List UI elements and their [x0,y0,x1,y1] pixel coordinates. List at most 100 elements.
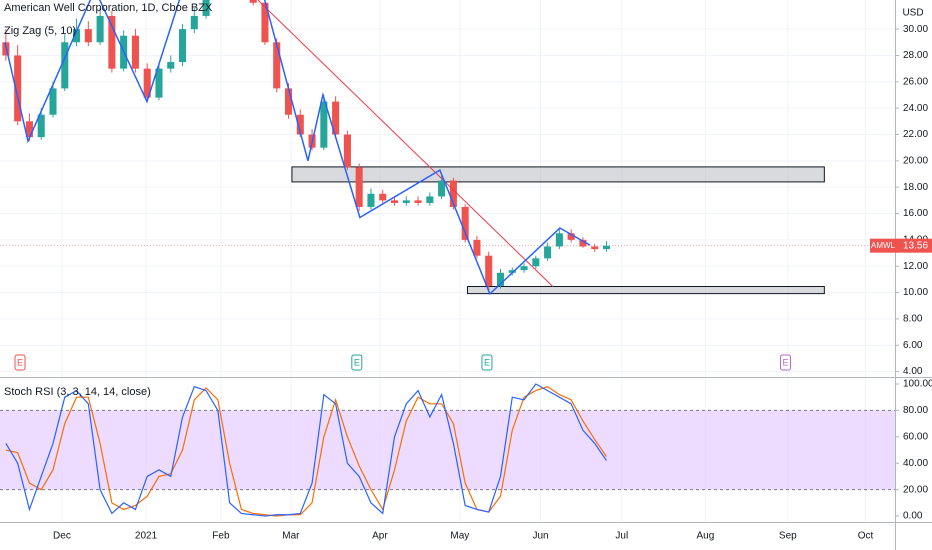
indicator-legend: Zig Zag (5, 10) [4,25,76,37]
y-tick-label: 10.00 [903,287,928,298]
candle-body [485,255,493,286]
candle-body [449,180,457,207]
candle-body [61,42,69,89]
earnings-marker [779,354,791,371]
y-tick-label: 12.00 [903,261,928,272]
candle-body [602,245,611,250]
candle-body [591,246,599,250]
candle-body [179,29,187,63]
candle-body [555,233,563,247]
candle-body [96,15,104,43]
price-label-box [896,238,932,253]
candle-body [167,62,175,69]
candle-body [131,35,139,69]
y-tick-label: 40.00 [903,458,928,469]
y-tick-label: 24.00 [903,103,928,114]
x-tick-label: Apr [372,531,388,542]
candle-body [84,29,92,43]
y-tick-label: 26.00 [903,76,928,87]
candle-body [49,88,57,115]
y-tick-label: 18.00 [903,182,928,193]
x-tick-label: May [450,531,469,542]
candle-body [496,272,505,286]
stoch-line [5,383,607,517]
axis-unit: USD [902,8,923,19]
earnings-label: E [354,357,360,367]
candle-body [355,167,363,207]
candle-body [320,101,328,148]
candle-body [367,193,375,207]
earnings-label: E [782,357,788,367]
symbol-label-box [870,238,897,253]
y-tick-label: 28.00 [903,50,928,61]
x-tick-label: 2021 [135,531,158,542]
x-tick-label: Aug [697,531,715,542]
y-tick-label: 4.00 [903,366,923,377]
candle-body [426,196,434,203]
x-tick-label: Feb [212,531,230,542]
x-tick-label: Dec [53,531,71,542]
y-tick-label: 30.00 [903,24,928,35]
candle-body [567,233,575,240]
zigzag-line [4,0,591,296]
indicator-legend: Stoch RSI (3, 3, 14, 14, close) [4,386,151,398]
candle-body [532,258,540,267]
earnings-label: E [484,357,490,367]
candle-body [37,114,45,138]
candle-body [544,246,552,259]
candle-body [579,239,587,247]
y-tick-label: 16.00 [903,208,928,219]
candle-body [508,270,516,273]
candle-body [379,193,387,201]
x-tick-label: Jul [615,531,628,542]
candle-body [108,15,116,69]
candle-body [473,239,481,256]
earnings-marker [14,354,26,371]
candle-body [190,15,198,30]
candle-body [332,101,340,135]
candle-body [14,55,22,122]
candle-body [402,200,410,203]
zone [467,286,825,295]
y-tick-label: 22.00 [903,129,928,140]
candle-body [143,68,151,98]
candle-body [273,42,281,89]
earnings-marker [351,354,363,371]
y-tick-label: 100.00 [903,379,932,390]
symbol-label: AMWL [871,241,896,250]
axes: 4.006.008.0010.0012.0014.0016.0018.0020.… [53,24,932,542]
stoch-pane [0,383,895,517]
y-tick-label: 6.00 [903,340,923,351]
x-tick-label: Oct [858,531,874,542]
candle-body [414,200,422,203]
earnings-marker [481,354,493,371]
y-tick-label: 60.00 [903,431,928,442]
y-tick-label: 20.00 [903,484,928,495]
chart-title: American Well Corporation, 1D, Cboe BZX [4,2,213,14]
x-tick-label: Jun [532,531,548,542]
x-tick-label: Mar [282,531,300,542]
x-tick-label: Sep [779,531,797,542]
zone [291,166,825,183]
y-tick-label: 80.00 [903,405,928,416]
candle-body [261,2,269,43]
earnings-label: E [17,357,23,367]
candle-body [343,134,351,168]
y-tick-label: 20.00 [903,155,928,166]
stoch-line [5,385,607,517]
candle-body [155,68,163,98]
stoch-band [0,410,895,490]
candle-body [461,206,469,240]
candle-body [73,29,81,43]
price-label: 13.56 [903,240,928,251]
y-tick-label: 8.00 [903,314,923,325]
candle-body [249,0,257,3]
candle-body [296,114,304,135]
candle-body [284,88,293,115]
candle-body [390,200,399,203]
candle-body [520,266,528,271]
y-tick-label: 0.00 [903,511,923,522]
trend-line [257,0,554,287]
